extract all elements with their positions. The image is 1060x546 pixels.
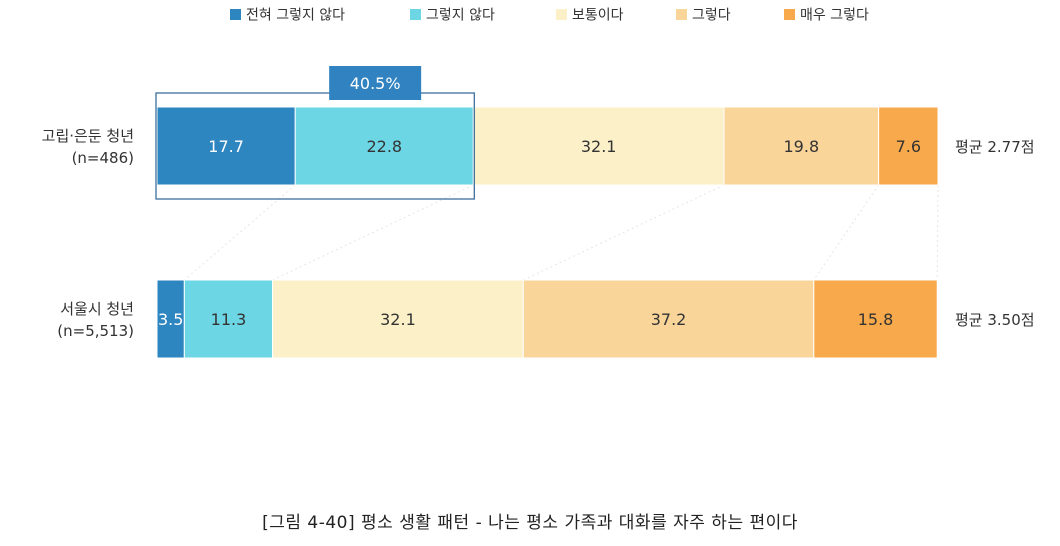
bar-segment [156,279,185,359]
bar-segment [183,279,274,359]
average-label: 평균 3.50점 [955,311,1035,329]
legend-swatch [784,9,795,20]
data-label: 37.2 [651,310,687,329]
category-label: 서울시 청년 [60,300,134,318]
highlight-group: 40.5% [155,66,475,200]
bar-segment [472,106,725,186]
legend-label: 보통이다 [572,8,624,24]
bar-segment [723,106,880,186]
stacked-bar-chart: 전혀 그렇지 않다 그렇지 않다 보통이다 그렇다 매우 그렇다 17.7 22.8 32.… [42,8,1035,359]
legend-swatch [676,9,687,20]
bars: 17.7 22.8 32.1 19.8 7.6 3.5 11.3 32.1 37.2 15.8 [156,106,939,359]
bar-segment [813,279,938,359]
data-label: 32.1 [380,310,416,329]
legend-swatch [556,9,567,20]
legend-label: 매우 그렇다 [800,8,869,24]
highlight-label: 40.5% [350,74,401,93]
highlight-tag [329,66,422,100]
legend-swatch [230,9,241,20]
data-label: 32.1 [581,137,617,156]
figure-caption: [그림 4-40] 평소 생활 패턴 - 나는 평소 가족과 대화를 자주 하는… [262,513,798,533]
connector-line [272,184,474,281]
data-label: 22.8 [366,137,402,156]
legend-label: 그렇지 않다 [426,8,495,24]
data-label: 15.8 [858,310,894,329]
bar-segment [272,279,524,359]
connector-line [813,184,880,281]
category-sample-size: (n=486) [72,149,134,167]
category-sample-size: (n=5,513) [57,322,134,340]
connector-lines [184,184,939,281]
connector-line [523,184,725,281]
connector-line [184,184,296,281]
legend: 전혀 그렇지 않다 그렇지 않다 보통이다 그렇다 매우 그렇다 [230,8,869,24]
data-label: 19.8 [784,137,820,156]
highlight-box [155,92,475,200]
bar-segment [522,279,815,359]
bar-segment [156,106,296,186]
average-label: 평균 2.77점 [955,138,1035,156]
connector-line [936,184,939,281]
data-label: 17.7 [208,137,244,156]
legend-label: 전혀 그렇지 않다 [246,8,345,24]
data-label: 3.5 [158,310,183,329]
data-label: 11.3 [211,310,247,329]
data-label: 7.6 [896,137,921,156]
bar-segment [878,106,939,186]
legend-label: 그렇다 [692,8,731,24]
legend-swatch [410,9,421,20]
category-label: 고립·은둔 청년 [42,127,134,145]
